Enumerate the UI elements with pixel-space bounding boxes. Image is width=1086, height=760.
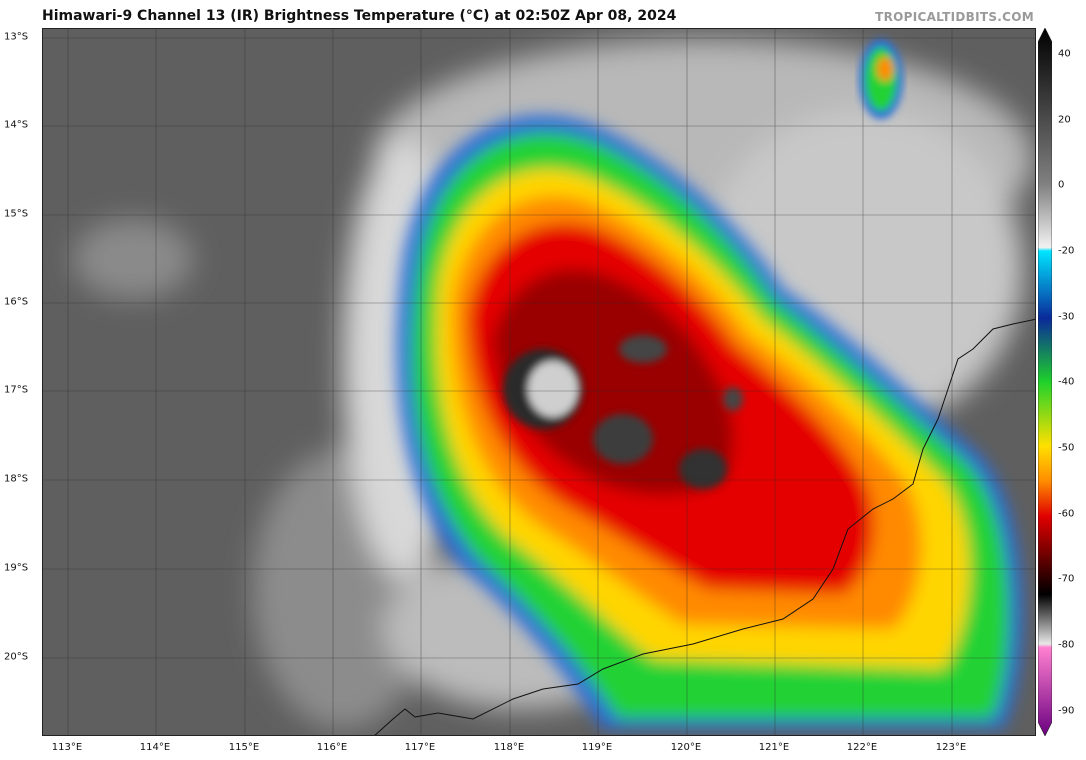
lat-label: 16°S [4,296,29,308]
lon-label: 121°E [758,742,790,753]
grid-lines [43,29,1035,735]
lat-label: 13°S [4,31,29,43]
lat-label: 20°S [4,651,29,663]
cold-cloud-tops [503,335,743,489]
lon-label: 118°E [493,742,525,753]
colorbar-label: -50 [1058,442,1075,454]
lon-label: 113°E [51,742,83,753]
storm-convection [396,115,1023,730]
lat-label: 17°S [4,384,29,396]
lon-label: 123°E [935,742,967,753]
colorbar-label: -40 [1058,376,1075,388]
satellite-map [42,28,1036,736]
lat-label: 18°S [4,473,29,485]
lat-label: 19°S [4,562,29,574]
colorbar-label: 0 [1058,179,1065,191]
colorbar [1038,28,1052,736]
brand-watermark: TROPICALTIDBITS.COM [875,10,1034,24]
lon-label: 122°E [846,742,878,753]
colorbar-label: -70 [1058,573,1075,585]
lon-label: 117°E [404,742,436,753]
colorbar-label: -20 [1058,245,1075,257]
colorbar-label: 20 [1058,114,1071,126]
northeast-cell [859,39,903,119]
lat-label: 14°S [4,119,29,131]
lon-label: 120°E [670,742,702,753]
map-canvas [43,29,1035,735]
lon-label: 115°E [228,742,260,753]
colorbar-label: -60 [1058,508,1075,520]
coastline [374,318,1035,735]
lon-label: 116°E [316,742,348,753]
lon-label: 114°E [139,742,171,753]
colorbar-label: -30 [1058,311,1075,323]
lat-label: 15°S [4,208,29,220]
colorbar-label: -80 [1058,639,1075,651]
lon-label: 119°E [581,742,613,753]
colorbar-label: -90 [1058,705,1075,717]
colorbar-label: 40 [1058,48,1071,60]
chart-title: Himawari-9 Channel 13 (IR) Brightness Te… [42,8,677,24]
